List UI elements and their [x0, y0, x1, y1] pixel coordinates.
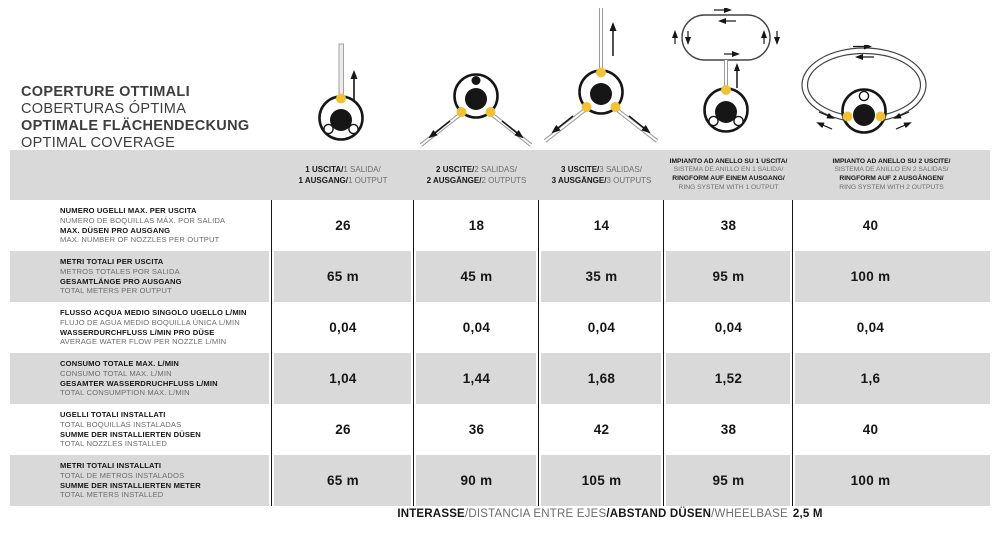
row-label: FLUSSO ACQUA MEDIO SINGOLO UGELLO L/MIN …	[10, 302, 272, 353]
table-value: 0,04	[539, 302, 664, 353]
table-value: 100 m	[793, 251, 990, 302]
row-label: NUMERO UGELLI MAX. PER USCITA NÚMERO DE …	[10, 200, 272, 251]
table-value: 26	[272, 200, 414, 251]
table-value: 18	[414, 200, 539, 251]
table-value: 40	[793, 404, 990, 455]
table-value: 1,68	[539, 353, 664, 404]
wheelbase-label-de: /ABSTAND DÜSEN	[606, 508, 712, 520]
row-label: METRI TOTALI INSTALLATI TOTAL DE METROS …	[10, 455, 272, 506]
title-line-it: COPERTURE OTTIMALI	[21, 84, 190, 100]
sprinkler-3-outputs-icon	[539, 6, 663, 151]
table-value: 1,44	[414, 353, 539, 404]
column-divider	[411, 200, 416, 506]
table-value: 65 m	[272, 251, 414, 302]
page-title: COPERTURE OTTIMALI COBERTURAS ÓPTIMA OPT…	[21, 84, 249, 152]
table-value: 0,04	[664, 302, 793, 353]
header-text: 1 USCITA/	[305, 165, 344, 174]
title-line-en: OPTIMAL COVERAGE	[21, 135, 176, 151]
table-value: 95 m	[664, 455, 793, 506]
column-divider	[536, 200, 541, 506]
table-value: 0,04	[414, 302, 539, 353]
wheelbase-note: INTERASSE/DISTANCIA ENTRE EJES/ABSTAND D…	[240, 508, 980, 520]
title-line-es: COBERTURAS ÓPTIMA	[21, 101, 187, 117]
header-empty-cell	[10, 150, 272, 200]
sprinkler-2-outputs-icon	[414, 55, 538, 152]
sprinkler-1-output-icon	[307, 42, 377, 147]
table-value: 0,04	[793, 302, 990, 353]
table-value: 38	[664, 404, 793, 455]
column-header-ring-1-output: IMPIANTO AD ANELLO SU 1 USCITA/SISTEMA D…	[664, 150, 793, 200]
table-value: 14	[539, 200, 664, 251]
column-divider	[661, 200, 666, 506]
table-value: 40	[793, 200, 990, 251]
table-value: 1,04	[272, 353, 414, 404]
coverage-table: 1 USCITA/1 SALIDA/ 1 AUSGANG/1 OUTPUT 2 …	[10, 150, 990, 506]
column-header-ring-2-outputs: IMPIANTO AD ANELLO SU 2 USCITE/SISTEMA D…	[793, 150, 990, 200]
table-value: 1,6	[793, 353, 990, 404]
row-label: UGELLI TOTALI INSTALLATI TOTAL BOQUILLAS…	[10, 404, 272, 455]
row-label: CONSUMO TOTALE MAX. L/MIN CONSUMO TOTAL …	[10, 353, 272, 404]
row-label: METRI TOTALI PER USCITA METROS TOTALES P…	[10, 251, 272, 302]
table-value: 90 m	[414, 455, 539, 506]
column-header-2-outputs: 2 USCITE/2 SALIDAS/ 2 AUSGÄNGE/2 OUTPUTS	[414, 150, 539, 200]
column-header-3-outputs: 3 USCITE/3 SALIDAS/ 3 AUSGÄNGE/3 OUTPUTS	[539, 150, 664, 200]
table-value: 0,04	[272, 302, 414, 353]
wheelbase-label-en: /WHEELBASE	[711, 508, 788, 520]
table-value: 105 m	[539, 455, 664, 506]
table-value: 100 m	[793, 455, 990, 506]
table-value: 26	[272, 404, 414, 455]
table-value: 65 m	[272, 455, 414, 506]
ring-system-1-output-icon	[672, 7, 782, 151]
table-value: 38	[664, 200, 793, 251]
column-divider	[269, 200, 274, 506]
table-value: 36	[414, 404, 539, 455]
table-value: 35 m	[539, 251, 664, 302]
column-divider	[790, 200, 795, 506]
table-value: 1,52	[664, 353, 793, 404]
table-value: 42	[539, 404, 664, 455]
wheelbase-label-es: /DISTANCIA ENTRE EJES	[464, 508, 607, 520]
title-line-de: OPTIMALE FLÄCHENDECKUNG	[21, 118, 250, 134]
table-value: 45 m	[414, 251, 539, 302]
wheelbase-label-it: INTERASSE	[397, 508, 465, 520]
ring-system-2-outputs-icon	[798, 43, 938, 150]
table-value: 95 m	[664, 251, 793, 302]
wheelbase-value: 2,5 M	[792, 508, 823, 520]
column-header-1-output: 1 USCITA/1 SALIDA/ 1 AUSGANG/1 OUTPUT	[272, 150, 414, 200]
